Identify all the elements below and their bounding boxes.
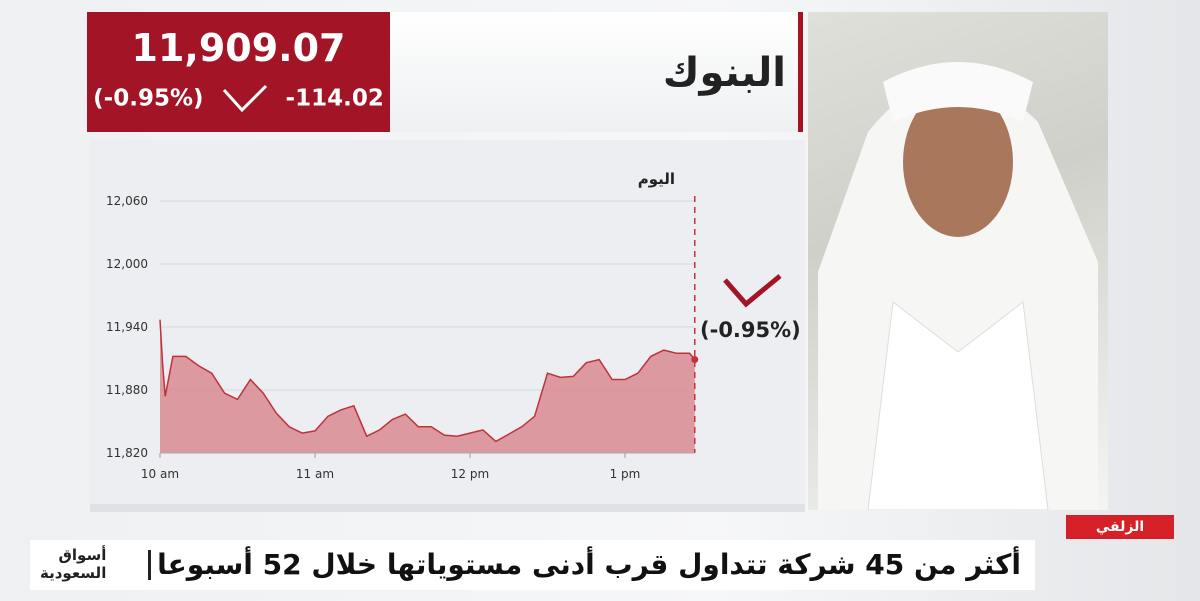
change-row: (-0.95%) -114.02 [87, 84, 390, 114]
program-name: أسواق السعودية [40, 546, 106, 582]
y-tick-label: 11,940 [106, 320, 148, 334]
x-tick-label: 1 pm [610, 467, 641, 481]
x-tick-label: 11 am [296, 467, 334, 481]
chart-title: اليوم [638, 170, 675, 188]
series-line [159, 319, 696, 443]
x-tick-label: 12 pm [451, 467, 489, 481]
intraday-chart: اليوم 12,060 12,000 11,940 11,880 11,820 10 am… [106, 170, 699, 481]
x-tick-label: 10 am [141, 467, 179, 481]
last-point [691, 356, 699, 364]
program-line-2: السعودية [40, 564, 107, 582]
y-tick-label: 12,000 [106, 257, 148, 271]
headline: أكثر من 45 شركة تتداول قرب أدنى مستوياته… [157, 548, 1021, 581]
index-price: 11,909.07 [131, 26, 346, 70]
change-percent: (-0.95%) [93, 85, 204, 112]
title-box: البنوك [390, 12, 803, 132]
location-tag: الزلفي [1066, 515, 1174, 539]
price-box: 11,909.07 (-0.95%) -114.02 [87, 12, 390, 132]
index-name: البنوك [662, 50, 786, 96]
down-arrow-icon [723, 274, 782, 308]
area-fill [160, 319, 695, 453]
program-line-1: أسواق [58, 546, 107, 564]
guest-figure [818, 62, 1098, 511]
guest-video [808, 12, 1108, 511]
side-change-percent: (-0.95%) [700, 318, 801, 342]
y-tick-label: 12,060 [106, 194, 148, 208]
y-tick-label: 11,880 [106, 383, 148, 397]
y-tick-label: 11,820 [106, 446, 148, 460]
news-ticker: أكثر من 45 شركة تتداول قرب أدنى مستوياته… [30, 540, 1035, 590]
change-value: -114.02 [285, 85, 384, 112]
divider [148, 550, 151, 580]
down-arrow-icon [222, 84, 267, 113]
